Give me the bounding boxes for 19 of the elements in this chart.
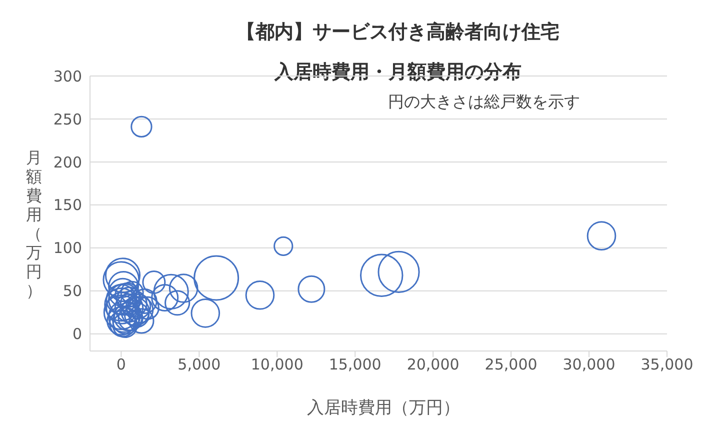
- y-tick-label: 0: [72, 325, 82, 344]
- y-tick-label: 300: [53, 67, 82, 86]
- x-axis-title: 入居時費用（万円）: [306, 397, 461, 419]
- x-tick-label: 30,000: [562, 356, 616, 374]
- x-tick-label: 0: [116, 356, 126, 374]
- y-tick-label: 200: [53, 153, 82, 172]
- x-tick-label: 20,000: [406, 356, 460, 374]
- x-tick-label: 25,000: [484, 356, 538, 374]
- annotation: 円の大きさは総戸数を示す: [388, 92, 580, 113]
- x-tick-label: 35,000: [640, 356, 694, 374]
- y-tick-label: 100: [53, 239, 82, 258]
- y-tick-label: 250: [53, 110, 82, 128]
- x-tick-label: 15,000: [328, 356, 382, 374]
- y-tick-label: 50: [62, 282, 82, 300]
- x-tick-label: 10,000: [250, 356, 304, 374]
- chart-title: 【都内】サービス付き高齢者向け住宅: [236, 20, 560, 45]
- y-axis-title: 月額費用（万円）: [25, 148, 43, 300]
- x-tick-label: 5,000: [178, 356, 221, 374]
- y-tick-label: 150: [53, 196, 82, 214]
